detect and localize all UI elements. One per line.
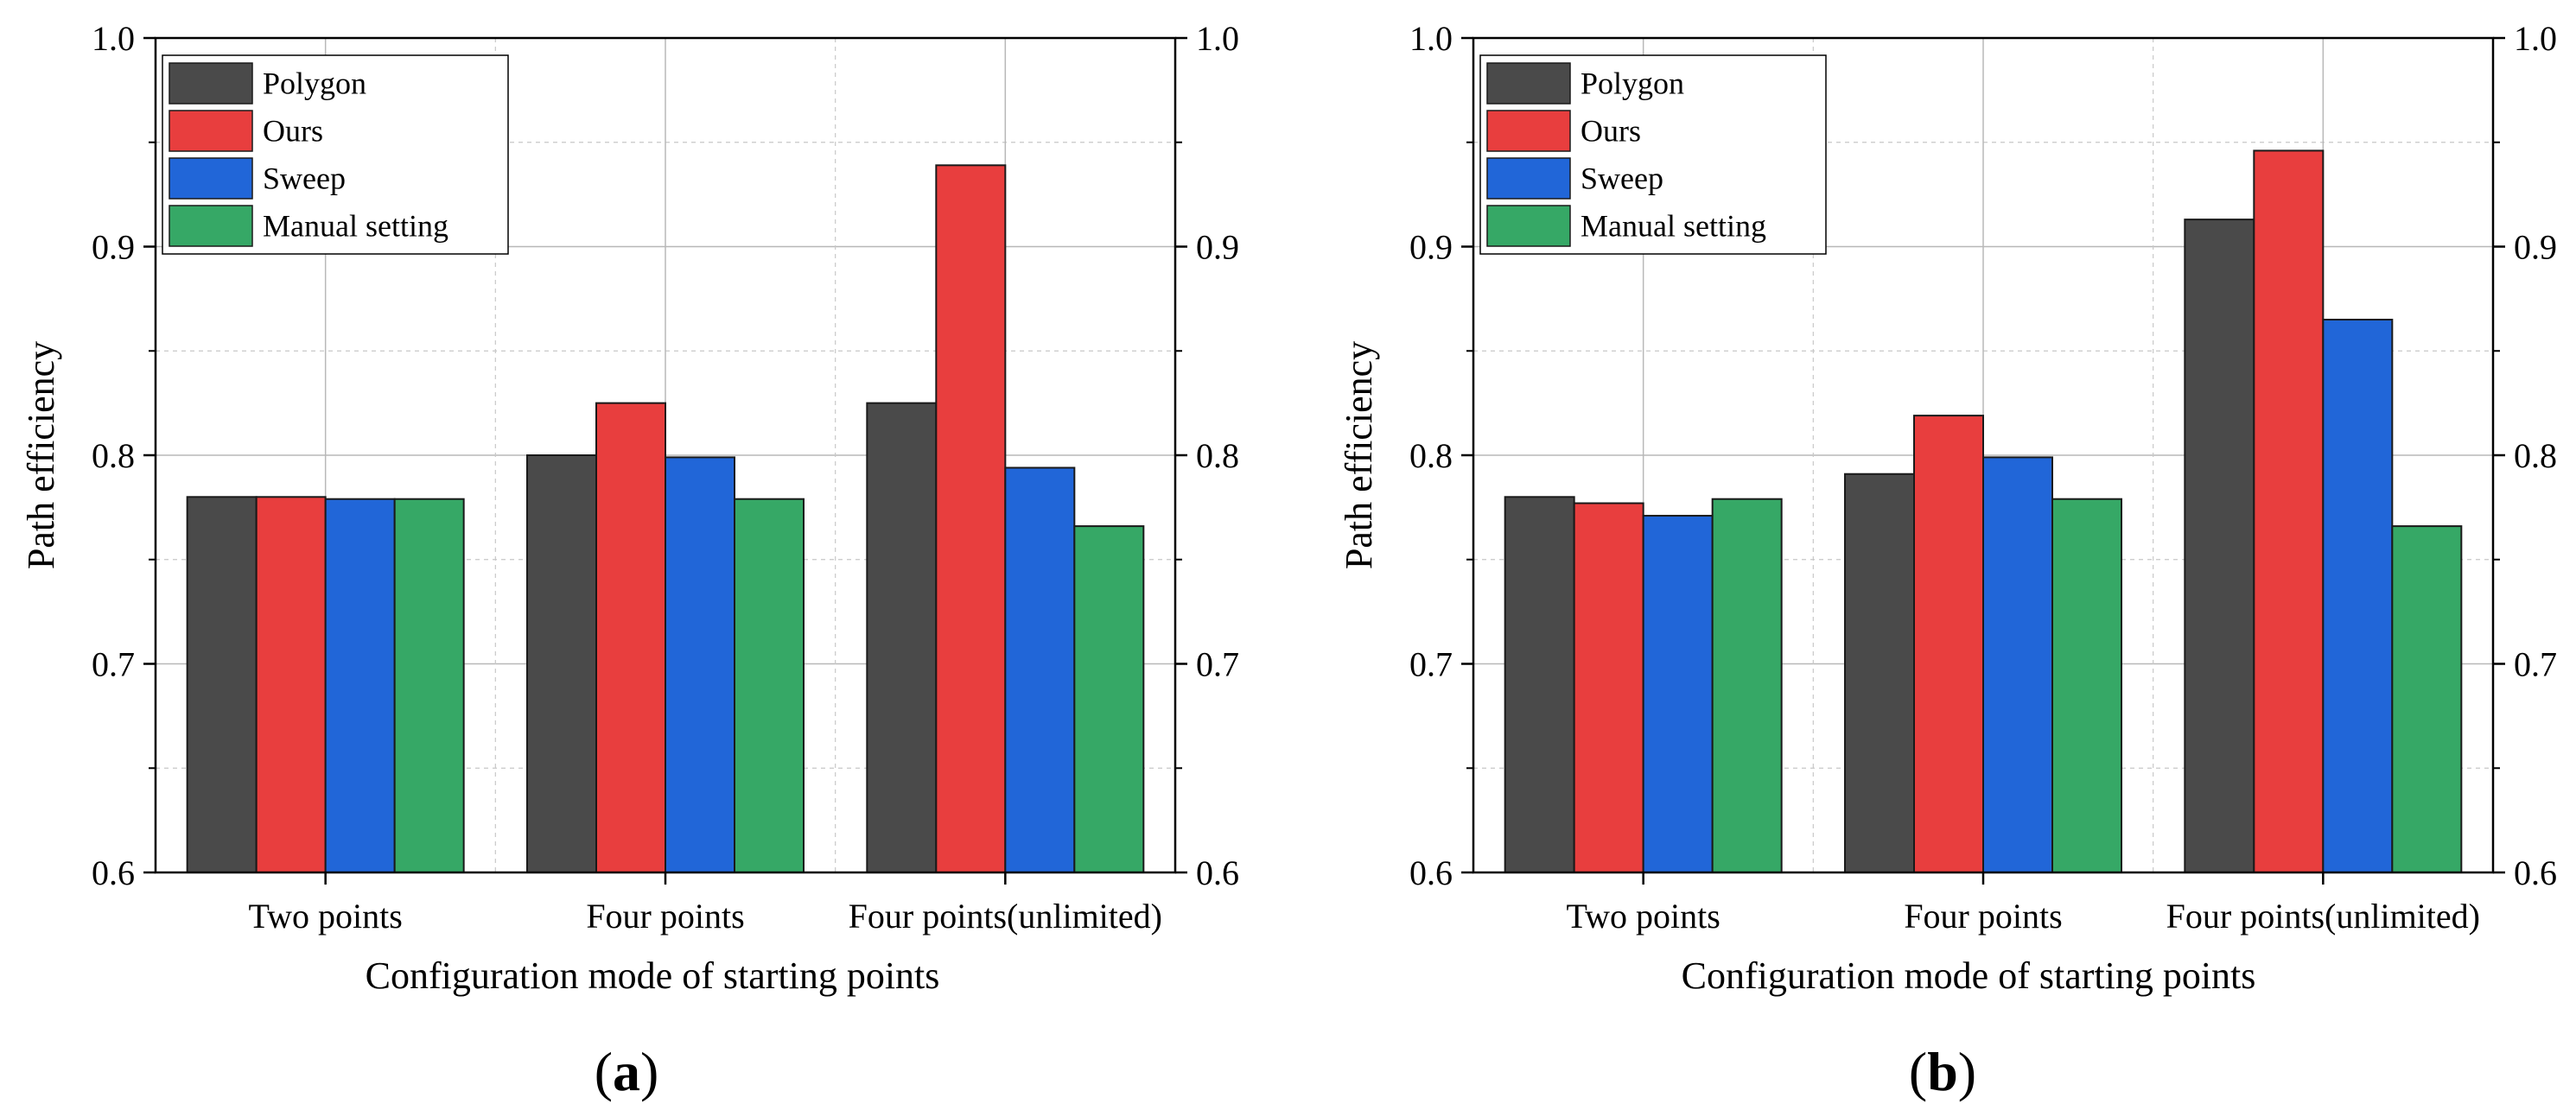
x-axis-categories: Two points Four points Four points(unlimit…	[1567, 872, 2480, 936]
legend-label: Sweep	[263, 162, 346, 196]
panel-label: (b)	[1909, 1041, 1976, 1102]
y-tick-label-left: 0.7	[1409, 645, 1453, 684]
y-tick-label-left: 0.9	[92, 228, 135, 267]
y-tick-label-left: 1.0	[1409, 19, 1453, 58]
bar-polygon	[866, 402, 938, 873]
y-tick-label-left: 0.6	[92, 853, 135, 892]
legend-label: Polygon	[263, 67, 366, 101]
bar-ours	[1913, 415, 1984, 873]
legend-label: Ours	[1581, 114, 1641, 149]
legend-label: Manual setting	[1581, 209, 1766, 244]
legend: Polygon Ours Sweep Manual setting	[1479, 54, 1827, 255]
legend-swatch-manual-setting	[169, 205, 253, 247]
legend-label: Manual setting	[263, 209, 448, 244]
x-category-label: Four points	[586, 897, 744, 936]
legend-label: Polygon	[1581, 67, 1684, 101]
y-tick-label-right: 0.9	[1196, 228, 1239, 267]
x-axis-title: Configuration mode of starting points	[1682, 955, 2256, 997]
bar-manual-setting	[734, 498, 805, 874]
legend-label: Ours	[263, 114, 323, 149]
bar-ours	[595, 402, 666, 873]
y-tick-label-left: 0.7	[92, 645, 135, 684]
panel-label-open: (	[595, 1041, 613, 1102]
panel-label: (a)	[595, 1041, 659, 1102]
y-tick-label-right: 0.7	[1196, 645, 1239, 684]
legend-label: Sweep	[1581, 162, 1663, 196]
legend-swatch-polygon	[1486, 62, 1571, 105]
bar-polygon	[1844, 473, 1915, 873]
bar-polygon	[1504, 496, 1575, 873]
bar-sweep	[1004, 466, 1076, 873]
y-axis-ticks: 0.6 0.6 0.7 0.7 0.8 0.8 0.9 0.9 1.0 1.0	[1409, 19, 2557, 892]
x-axis-title: Configuration mode of starting points	[366, 955, 940, 997]
bar-sweep	[1642, 515, 1714, 873]
x-category-label: Four points	[1904, 897, 2062, 936]
y-tick-label-left: 0.6	[1409, 853, 1453, 892]
y-tick-label-left: 0.8	[92, 436, 135, 475]
legend-swatch-polygon	[169, 62, 253, 105]
y-tick-label-left: 0.9	[1409, 228, 1453, 267]
x-category-label: Four points(unlimited)	[2166, 897, 2480, 936]
y-tick-label-left: 1.0	[92, 19, 135, 58]
y-tick-label-right: 0.6	[2514, 853, 2557, 892]
legend-swatch-manual-setting	[1486, 205, 1571, 247]
panel-label-letter: a	[613, 1041, 640, 1102]
bar-sweep	[324, 498, 396, 874]
x-category-label: Two points	[249, 897, 403, 936]
x-category-label: Four points(unlimited)	[849, 897, 1162, 936]
legend-swatch-ours	[169, 110, 253, 152]
bar-manual-setting	[393, 498, 465, 874]
y-tick-label-right: 1.0	[2514, 19, 2557, 58]
y-tick-label-right: 0.7	[2514, 645, 2557, 684]
bars	[186, 164, 1145, 874]
panel-label-close: )	[1958, 1041, 1976, 1102]
legend-swatch-ours	[1486, 110, 1571, 152]
chart-panel-b: 0.6 0.6 0.7 0.7 0.8 0.8 0.9 0.9 1.0 1.0 Two points…	[1338, 19, 2557, 1102]
bar-sweep	[1982, 456, 2053, 873]
y-axis-title: Path efficiency	[1338, 341, 1380, 569]
x-category-label: Two points	[1567, 897, 1721, 936]
bar-manual-setting	[1073, 525, 1145, 873]
bar-manual-setting	[1711, 498, 1783, 874]
bar-polygon	[186, 496, 258, 873]
y-axis-title: Path efficiency	[20, 341, 62, 569]
bar-ours	[2253, 149, 2325, 874]
legend: Polygon Ours Sweep Manual setting	[162, 54, 509, 255]
y-tick-label-right: 0.8	[2514, 436, 2557, 475]
y-tick-label-right: 1.0	[1196, 19, 1239, 58]
y-tick-label-right: 0.9	[2514, 228, 2557, 267]
bar-manual-setting	[2051, 498, 2122, 874]
legend-swatch-sweep	[169, 157, 253, 200]
bar-polygon	[2184, 219, 2255, 874]
chart-panel-a: 0.6 0.6 0.7 0.7 0.8 0.8 0.9 0.9 1.0 1.0 Two points…	[20, 19, 1239, 1102]
bar-polygon	[526, 454, 597, 873]
y-tick-label-right: 0.6	[1196, 853, 1239, 892]
x-axis-categories: Two points Four points Four points(unlimit…	[249, 872, 1162, 936]
bar-ours	[255, 496, 327, 873]
y-tick-label-left: 0.8	[1409, 436, 1453, 475]
bars	[1504, 149, 2463, 874]
y-axis-ticks: 0.6 0.6 0.7 0.7 0.8 0.8 0.9 0.9 1.0 1.0	[92, 19, 1239, 892]
bar-sweep	[665, 456, 735, 873]
bar-ours	[935, 164, 1007, 873]
y-tick-label-right: 0.8	[1196, 436, 1239, 475]
legend-swatch-sweep	[1486, 157, 1571, 200]
panel-label-close: )	[640, 1041, 658, 1102]
panel-label-open: (	[1909, 1041, 1927, 1102]
panel-label-letter: b	[1927, 1041, 1958, 1102]
bar-ours	[1573, 502, 1644, 873]
bar-manual-setting	[2391, 525, 2463, 873]
bar-sweep	[2322, 319, 2394, 873]
